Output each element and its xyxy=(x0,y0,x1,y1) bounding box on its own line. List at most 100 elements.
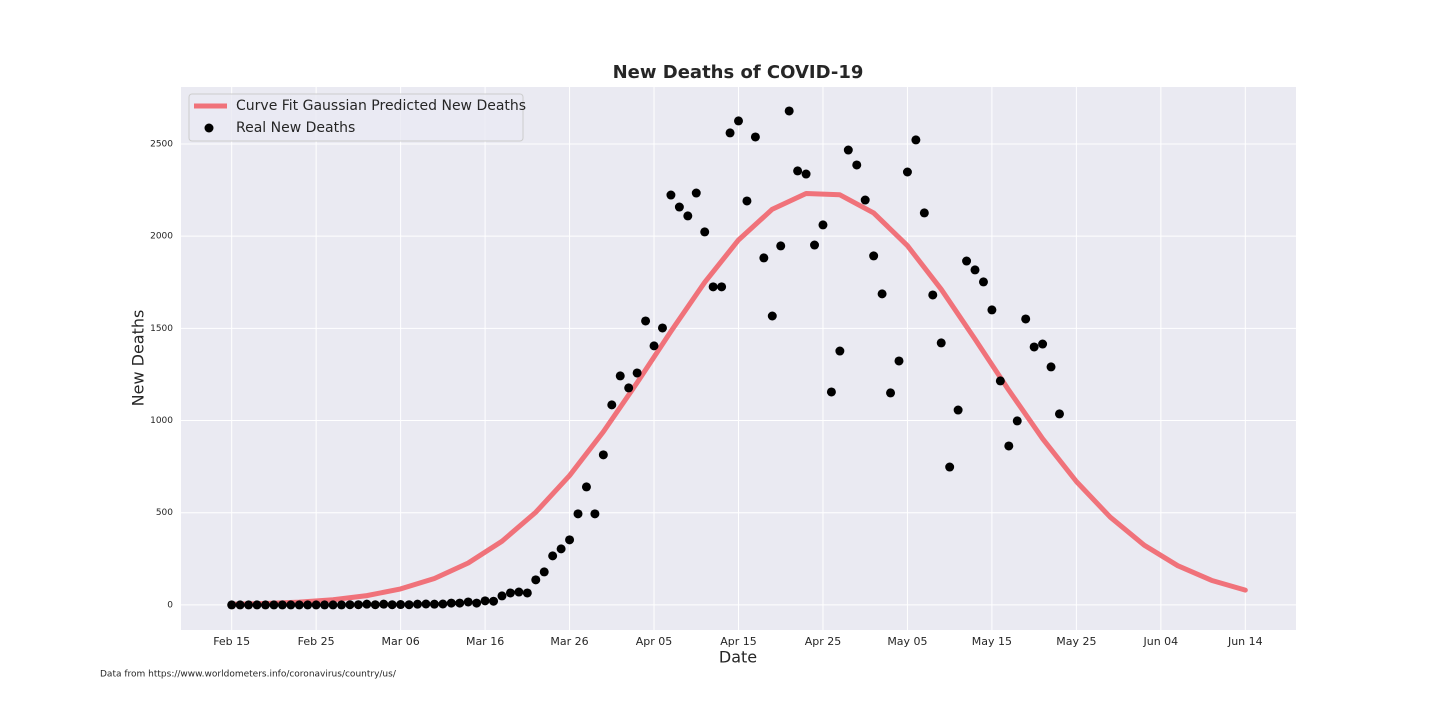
point xyxy=(818,220,828,230)
point xyxy=(472,598,482,608)
point xyxy=(590,509,600,519)
point xyxy=(446,598,456,608)
point xyxy=(835,346,845,356)
y-tick-label: 1500 xyxy=(150,324,173,334)
point xyxy=(750,132,760,142)
point xyxy=(379,599,389,609)
x-tick-label: Mar 26 xyxy=(550,635,588,648)
y-tick-label: 2500 xyxy=(150,139,173,149)
point xyxy=(286,600,296,610)
point xyxy=(581,482,591,492)
y-tick-label: 1000 xyxy=(150,416,173,426)
legend-marker xyxy=(204,123,214,133)
point xyxy=(911,135,921,145)
point xyxy=(1012,416,1022,426)
point xyxy=(852,160,862,170)
point xyxy=(725,128,735,138)
point xyxy=(801,169,811,179)
legend: Curve Fit Gaussian Predicted New Deaths R… xyxy=(188,93,526,142)
point xyxy=(345,600,355,610)
point xyxy=(717,282,727,292)
legend-box xyxy=(188,93,524,142)
x-tick-label: Mar 06 xyxy=(381,635,419,648)
point xyxy=(522,588,532,598)
point xyxy=(860,195,870,205)
point xyxy=(641,316,651,326)
point xyxy=(497,591,507,601)
point xyxy=(370,600,380,610)
point xyxy=(674,202,684,212)
point xyxy=(793,166,803,176)
point xyxy=(691,188,701,198)
point xyxy=(328,600,338,610)
point xyxy=(607,400,617,410)
annotation: Data from https://www.worldometers.info/… xyxy=(100,670,397,680)
point xyxy=(336,600,346,610)
point xyxy=(810,240,820,250)
point xyxy=(886,388,896,398)
point xyxy=(784,106,794,116)
y-tick-label: 0 xyxy=(167,600,173,610)
point xyxy=(962,256,972,266)
x-axis-label: Date xyxy=(719,648,757,667)
marks xyxy=(227,106,1248,610)
x-tick-label: Apr 15 xyxy=(720,635,757,648)
point xyxy=(1029,342,1039,352)
point xyxy=(1046,362,1056,372)
fit-curve xyxy=(229,190,1248,607)
point xyxy=(387,600,397,610)
point xyxy=(438,599,448,609)
point xyxy=(970,265,980,275)
point xyxy=(1004,441,1014,451)
point xyxy=(632,368,642,378)
legend-label: Curve Fit Gaussian Predicted New Deaths xyxy=(236,98,526,114)
point xyxy=(928,290,938,300)
point xyxy=(615,371,625,381)
y-axis-label: New Deaths xyxy=(129,310,148,407)
point xyxy=(759,253,769,263)
point xyxy=(505,588,515,598)
point xyxy=(252,600,262,610)
point xyxy=(953,405,963,415)
point xyxy=(666,190,676,200)
point xyxy=(843,145,853,155)
point xyxy=(894,356,904,366)
x-tick-label: Jun 14 xyxy=(1227,635,1263,648)
point xyxy=(294,600,304,610)
point xyxy=(1054,409,1064,419)
point xyxy=(455,598,465,608)
point xyxy=(919,208,929,218)
point xyxy=(649,341,659,351)
legend-label: Real New Deaths xyxy=(236,120,355,136)
point xyxy=(353,600,363,610)
point xyxy=(776,241,786,251)
point xyxy=(995,376,1005,386)
point xyxy=(489,596,499,606)
x-tick-label: Jun 04 xyxy=(1143,635,1179,648)
point xyxy=(531,575,541,585)
point xyxy=(548,551,558,561)
grid: 0 500 1000 1500 2000 2500 Feb 15 Feb 25 Mar 06 Ma… xyxy=(150,87,1296,648)
x-tick-label: May 05 xyxy=(887,635,927,648)
point xyxy=(362,599,372,609)
point xyxy=(556,544,566,554)
y-tick-label: 500 xyxy=(156,508,173,518)
point xyxy=(463,597,473,607)
point xyxy=(767,311,777,321)
point xyxy=(902,167,912,177)
chart-title: New Deaths of COVID-19 xyxy=(613,62,864,83)
point xyxy=(708,282,718,292)
x-tick-label: May 15 xyxy=(972,635,1012,648)
point xyxy=(404,600,414,610)
point xyxy=(260,600,270,610)
point xyxy=(311,600,321,610)
point xyxy=(936,338,946,348)
point xyxy=(480,596,490,606)
point xyxy=(320,600,330,610)
point xyxy=(877,289,887,299)
point xyxy=(429,599,439,609)
point xyxy=(734,116,743,126)
point xyxy=(978,277,988,287)
point xyxy=(657,323,667,333)
